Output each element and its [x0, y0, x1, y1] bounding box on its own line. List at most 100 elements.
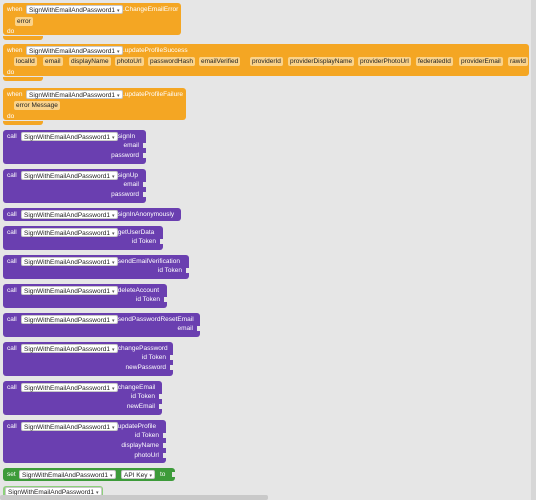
- method-block-delete-account[interactable]: call SignWithEmailAndPassword1 ▾ .deleteA…: [3, 284, 167, 308]
- event-name: .ChangeEmailError: [123, 6, 179, 13]
- param-chip-providerid[interactable]: providerId: [250, 57, 283, 66]
- component-dropdown[interactable]: SignWithEmailAndPassword1 ▾: [21, 228, 118, 237]
- input-socket[interactable]: [159, 404, 162, 409]
- event-block-footer: [3, 121, 43, 125]
- input-socket[interactable]: [197, 326, 200, 331]
- method-block-update-profile[interactable]: call SignWithEmailAndPassword1 ▾ .updateP…: [3, 420, 166, 463]
- param-label-id-token: id Token: [141, 354, 166, 361]
- event-block-change-email-error[interactable]: when SignWithEmailAndPassword1 ▾ .ChangeE…: [3, 3, 181, 35]
- param-chip-federatedid[interactable]: federatedId: [416, 57, 453, 66]
- input-socket[interactable]: [164, 297, 167, 302]
- input-socket[interactable]: [172, 472, 175, 477]
- param-chip-displayname[interactable]: displayName: [69, 57, 111, 66]
- when-keyword: when: [7, 91, 23, 98]
- component-dropdown[interactable]: SignWithEmailAndPassword1 ▾: [21, 315, 118, 324]
- input-socket[interactable]: [170, 365, 173, 370]
- component-dropdown[interactable]: SignWithEmailAndPassword1 ▾: [19, 470, 116, 479]
- param-label-password: password: [111, 191, 139, 198]
- component-dropdown[interactable]: SignWithEmailAndPassword1 ▾: [21, 286, 118, 295]
- input-socket[interactable]: [160, 239, 163, 244]
- method-name: .sendPasswordResetEmail: [116, 316, 194, 323]
- param-chip-error-message[interactable]: error Message: [14, 101, 60, 110]
- method-name: .changePassword: [116, 345, 168, 352]
- method-block-get-user-data[interactable]: call SignWithEmailAndPassword1 ▾ .getUser…: [3, 226, 163, 250]
- param-chip-passwordhash[interactable]: passwordHash: [148, 57, 195, 66]
- method-block-sign-up[interactable]: call SignWithEmailAndPassword1 ▾ .signUp …: [3, 169, 146, 203]
- chevron-down-icon: ▾: [116, 93, 120, 99]
- vertical-scrollbar[interactable]: [531, 0, 536, 500]
- component-dropdown[interactable]: SignWithEmailAndPassword1 ▾: [26, 46, 123, 55]
- param-chip-rawid[interactable]: rawId: [508, 57, 528, 66]
- chevron-down-icon: ▾: [111, 174, 115, 180]
- input-socket[interactable]: [170, 355, 173, 360]
- component-dropdown[interactable]: SignWithEmailAndPassword1 ▾: [21, 171, 118, 180]
- chevron-down-icon: ▾: [111, 135, 115, 141]
- do-keyword: do: [7, 69, 15, 76]
- event-name: .updateProfileSuccess: [123, 47, 188, 54]
- method-name: .updateProfile: [116, 423, 157, 430]
- method-block-sign-in[interactable]: call SignWithEmailAndPassword1 ▾ .signIn …: [3, 130, 146, 164]
- param-chip-emailverified[interactable]: emailVerified: [199, 57, 241, 66]
- param-label-photo-url: photoUrl: [134, 452, 159, 459]
- param-chip-email[interactable]: email: [43, 57, 63, 66]
- event-block-update-profile-failure[interactable]: when SignWithEmailAndPassword1 ▾ .updateP…: [3, 88, 186, 120]
- component-dropdown[interactable]: SignWithEmailAndPassword1 ▾: [21, 257, 118, 266]
- param-label-email: email: [123, 142, 139, 149]
- component-dropdown[interactable]: SignWithEmailAndPassword1 ▾: [21, 422, 118, 431]
- chevron-down-icon: ▾: [111, 425, 115, 431]
- do-keyword: do: [7, 113, 15, 120]
- component-dropdown[interactable]: SignWithEmailAndPassword1 ▾: [21, 132, 118, 141]
- component-dropdown[interactable]: SignWithEmailAndPassword1 ▾: [26, 5, 123, 14]
- input-socket[interactable]: [143, 153, 146, 158]
- call-keyword: call: [7, 133, 17, 140]
- method-name: .sendEmailVerification: [116, 258, 180, 265]
- event-block-footer: [3, 77, 43, 81]
- component-dropdown[interactable]: SignWithEmailAndPassword1 ▾: [21, 383, 118, 392]
- input-socket[interactable]: [163, 453, 166, 458]
- component-dropdown[interactable]: SignWithEmailAndPassword1 ▾: [21, 210, 118, 219]
- call-keyword: call: [7, 229, 17, 236]
- method-block-change-email[interactable]: call SignWithEmailAndPassword1 ▾ .changeE…: [3, 381, 162, 415]
- input-socket[interactable]: [143, 192, 146, 197]
- chevron-down-icon: ▾: [111, 231, 115, 237]
- method-name: .signUp: [116, 172, 139, 179]
- component-dropdown[interactable]: SignWithEmailAndPassword1 ▾: [26, 90, 123, 99]
- param-chip-providerdisplayname[interactable]: providerDisplayName: [288, 57, 355, 66]
- property-dropdown[interactable]: API Key ▾: [121, 470, 155, 479]
- setter-block-api-key[interactable]: set SignWithEmailAndPassword1 ▾ API Key ▾ …: [3, 468, 175, 481]
- input-socket[interactable]: [163, 433, 166, 438]
- input-socket[interactable]: [159, 394, 162, 399]
- input-socket[interactable]: [186, 268, 189, 273]
- do-keyword: do: [7, 28, 15, 35]
- method-block-send-email-verification[interactable]: call SignWithEmailAndPassword1 ▾ .sendEma…: [3, 255, 189, 279]
- param-chip-photourl[interactable]: photoUrl: [115, 57, 144, 66]
- call-keyword: call: [7, 258, 17, 265]
- input-socket[interactable]: [163, 443, 166, 448]
- horizontal-scrollbar[interactable]: [0, 495, 268, 500]
- call-keyword: call: [7, 211, 17, 218]
- param-chip-provideremail[interactable]: providerEmail: [459, 57, 503, 66]
- method-block-sign-in-anonymously[interactable]: call SignWithEmailAndPassword1 ▾ .signInA…: [3, 208, 181, 221]
- component-dropdown[interactable]: SignWithEmailAndPassword1 ▾: [21, 344, 118, 353]
- method-block-send-password-reset-email[interactable]: call SignWithEmailAndPassword1 ▾ .sendPas…: [3, 313, 200, 337]
- param-label-id-token: id Token: [135, 296, 160, 303]
- param-label-new-email: newEmail: [126, 403, 155, 410]
- param-chip-providerphotourl[interactable]: providerPhotoUrl: [358, 57, 411, 66]
- event-block-update-profile-success[interactable]: when SignWithEmailAndPassword1 ▾ .updateP…: [3, 44, 529, 76]
- method-name: .signIn: [116, 133, 136, 140]
- call-keyword: call: [7, 345, 17, 352]
- param-label-id-token: id Token: [134, 432, 159, 439]
- to-keyword: to: [160, 471, 166, 478]
- call-keyword: call: [7, 287, 17, 294]
- input-socket[interactable]: [143, 182, 146, 187]
- param-label-display-name: displayName: [121, 442, 159, 449]
- method-block-change-password[interactable]: call SignWithEmailAndPassword1 ▾ .changeP…: [3, 342, 173, 376]
- param-chip-localid[interactable]: localId: [14, 57, 37, 66]
- param-label-new-password: newPassword: [125, 364, 166, 371]
- event-name: .updateProfileFailure: [123, 91, 183, 98]
- chevron-down-icon: ▾: [111, 260, 115, 266]
- when-keyword: when: [7, 47, 23, 54]
- method-name: .changeEmail: [116, 384, 156, 391]
- input-socket[interactable]: [143, 143, 146, 148]
- param-chip-error[interactable]: error: [15, 17, 33, 26]
